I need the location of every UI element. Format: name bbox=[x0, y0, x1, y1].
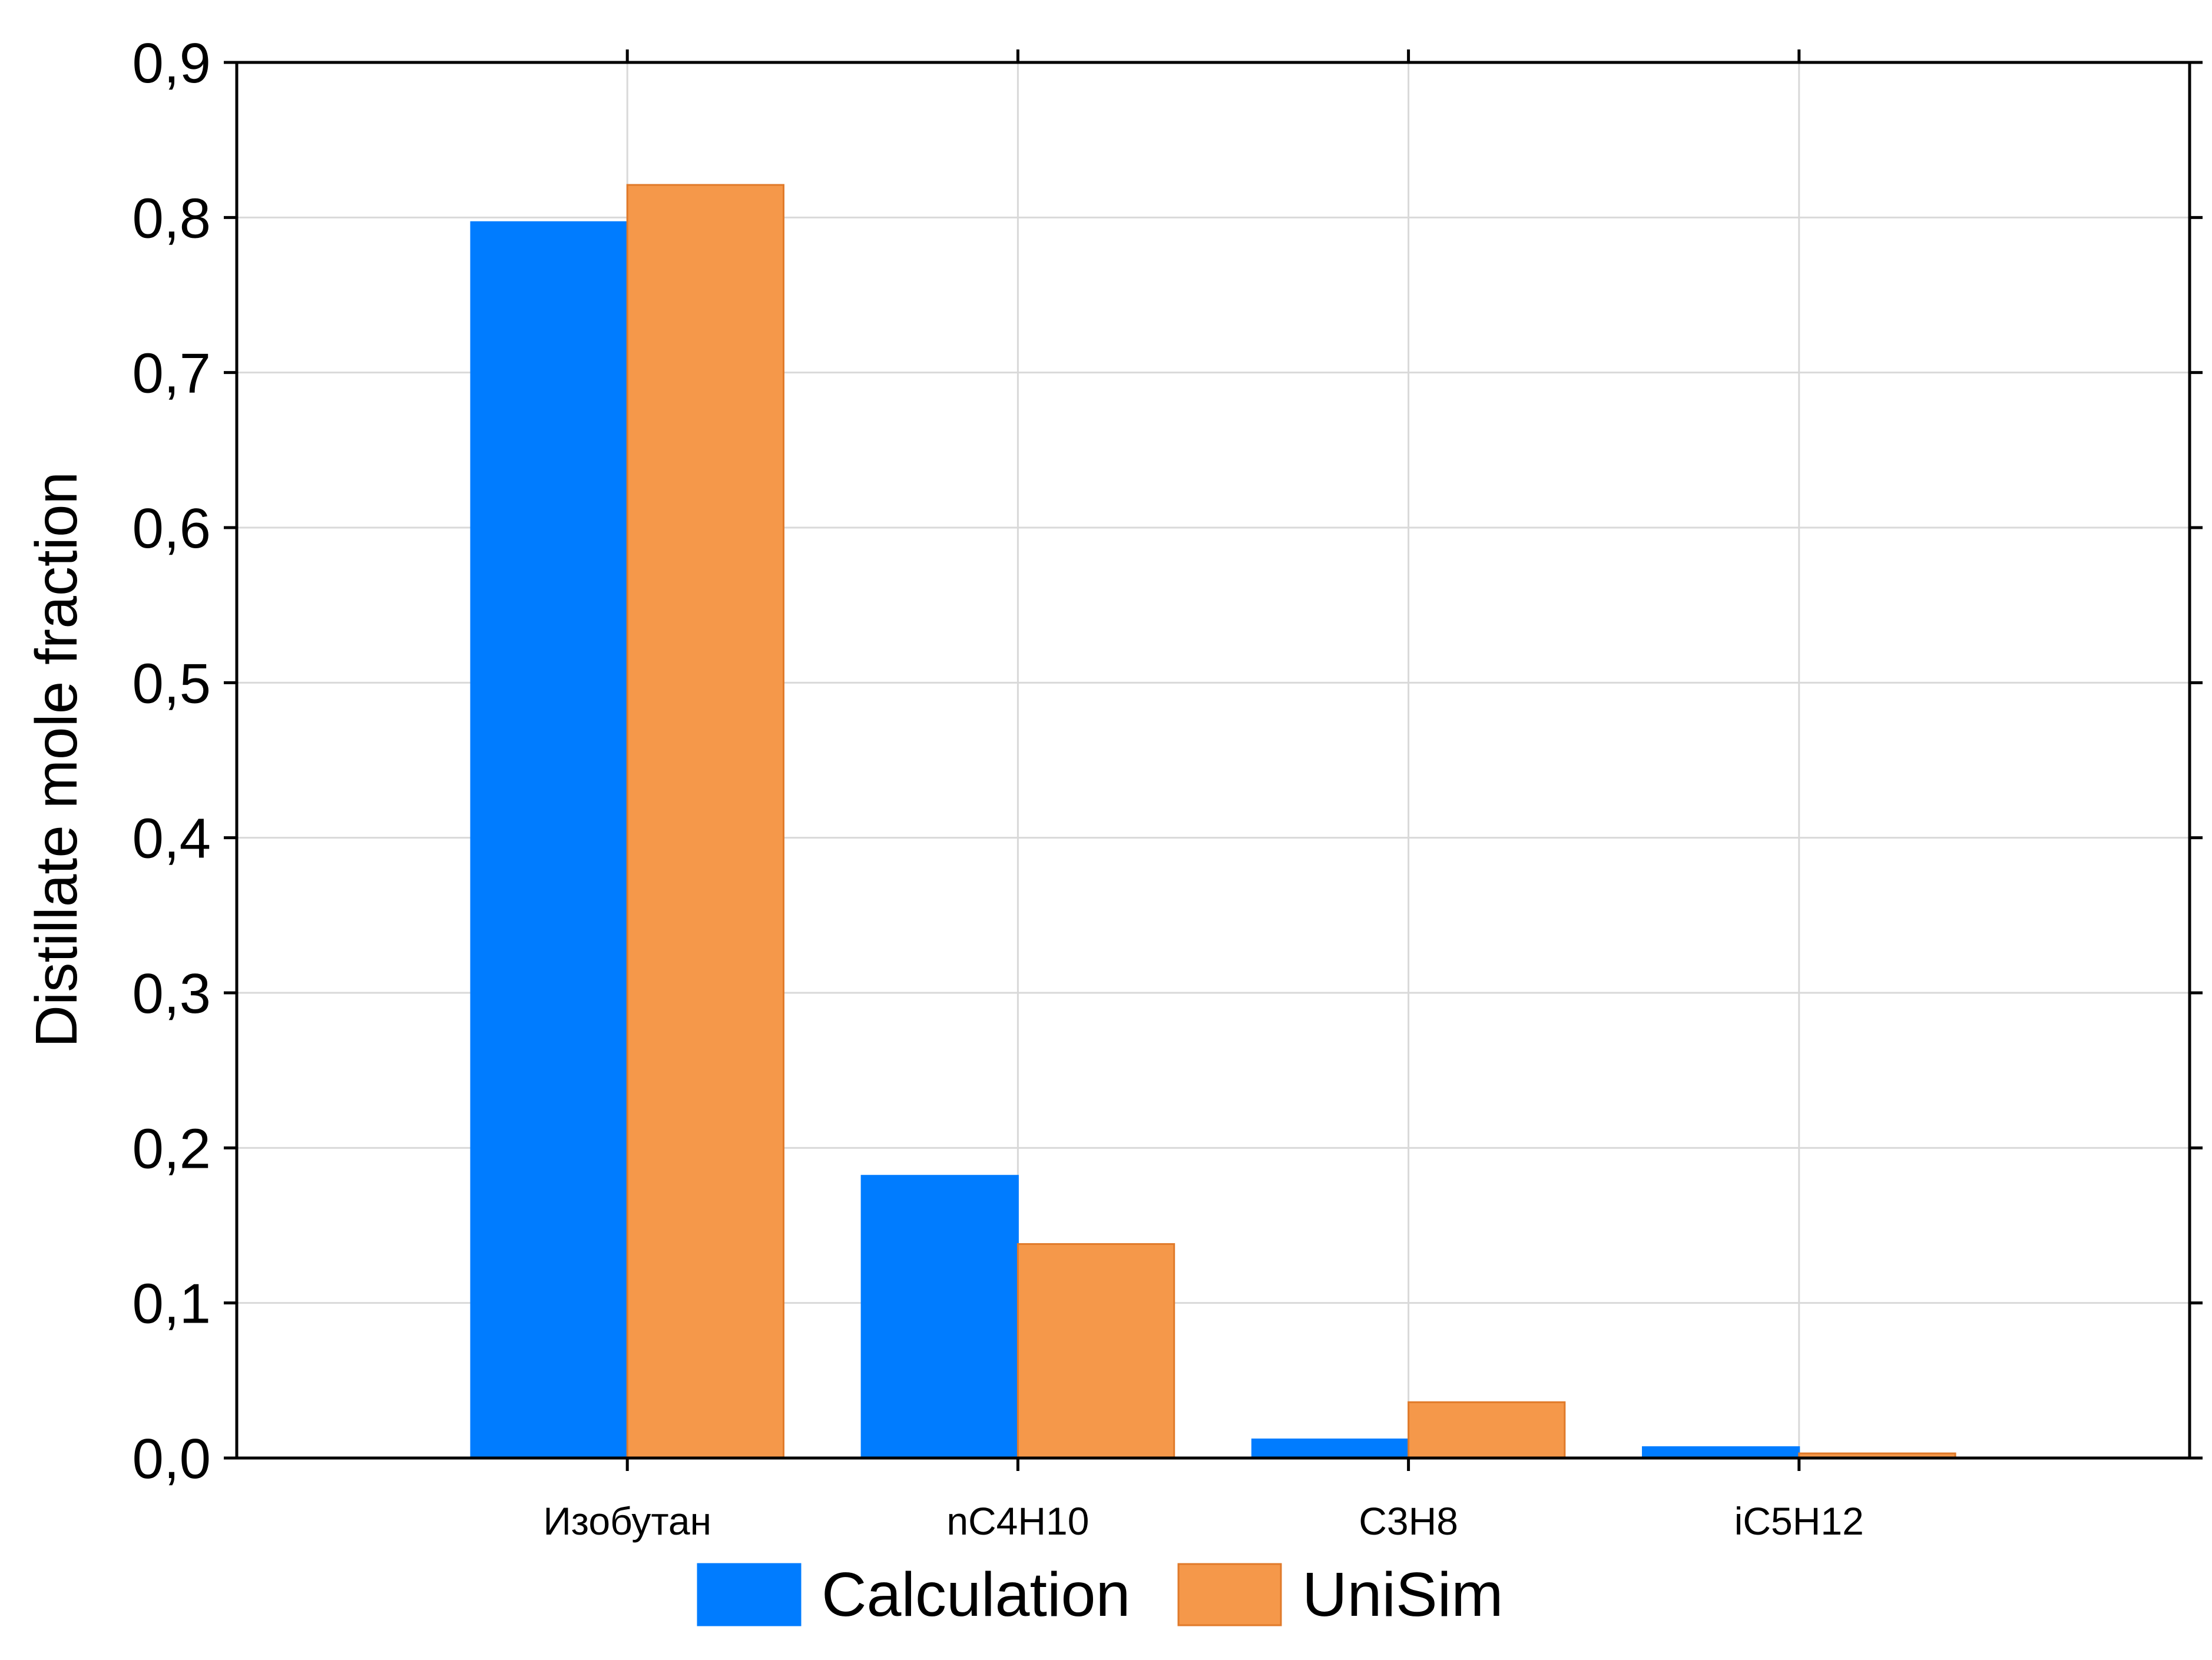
plot-border bbox=[235, 61, 2191, 1460]
x-tick-label: Изобутан bbox=[543, 1499, 711, 1543]
y-tick-label: 0,9 bbox=[133, 32, 211, 95]
y-tick-label: 0,8 bbox=[133, 187, 211, 250]
x-axis-ticks: Изобутан nC4H10 C3H8 iC5H12 bbox=[543, 49, 1864, 1543]
bar-unisim-1 bbox=[626, 184, 784, 1459]
legend-label-calculation: Calculation bbox=[822, 1560, 1130, 1629]
legend-swatch-unisim bbox=[1177, 1563, 1282, 1626]
legend-label-unisim: UniSim bbox=[1302, 1560, 1504, 1629]
y-tick-label: 0,0 bbox=[133, 1427, 211, 1490]
legend: Calculation UniSim bbox=[697, 1560, 1504, 1629]
bar-unisim-2 bbox=[1016, 1243, 1175, 1459]
plot-frame bbox=[235, 61, 2191, 1460]
bar-calculation-3 bbox=[1251, 1438, 1410, 1459]
legend-swatch-calculation bbox=[697, 1563, 802, 1626]
y-tick-label: 0,5 bbox=[133, 652, 211, 715]
y-tick-label: 0,3 bbox=[133, 962, 211, 1025]
y-axis-title: Distillate mole fraction bbox=[24, 472, 90, 1048]
x-tick-label: iC5H12 bbox=[1734, 1499, 1864, 1543]
bar-unisim-3 bbox=[1408, 1401, 1566, 1459]
x-tick-label: C3H8 bbox=[1359, 1499, 1458, 1543]
y-tick-label: 0,2 bbox=[133, 1117, 211, 1180]
y-tick-label: 0,1 bbox=[133, 1273, 211, 1336]
bars bbox=[470, 184, 1956, 1459]
y-tick-label: 0,7 bbox=[133, 342, 211, 405]
bar-calculation-2 bbox=[860, 1175, 1019, 1459]
x-tick-label: nC4H10 bbox=[946, 1499, 1089, 1543]
y-tick-label: 0,6 bbox=[133, 497, 211, 560]
bar-calculation-1 bbox=[470, 221, 628, 1459]
y-axis-ticks: 0,0 0,1 0,2 0,3 0,4 0,5 0,6 0,7 0,8 0,9 bbox=[133, 32, 2203, 1490]
bar-calculation-4 bbox=[1642, 1446, 1800, 1459]
y-tick-label: 0,4 bbox=[133, 807, 211, 870]
